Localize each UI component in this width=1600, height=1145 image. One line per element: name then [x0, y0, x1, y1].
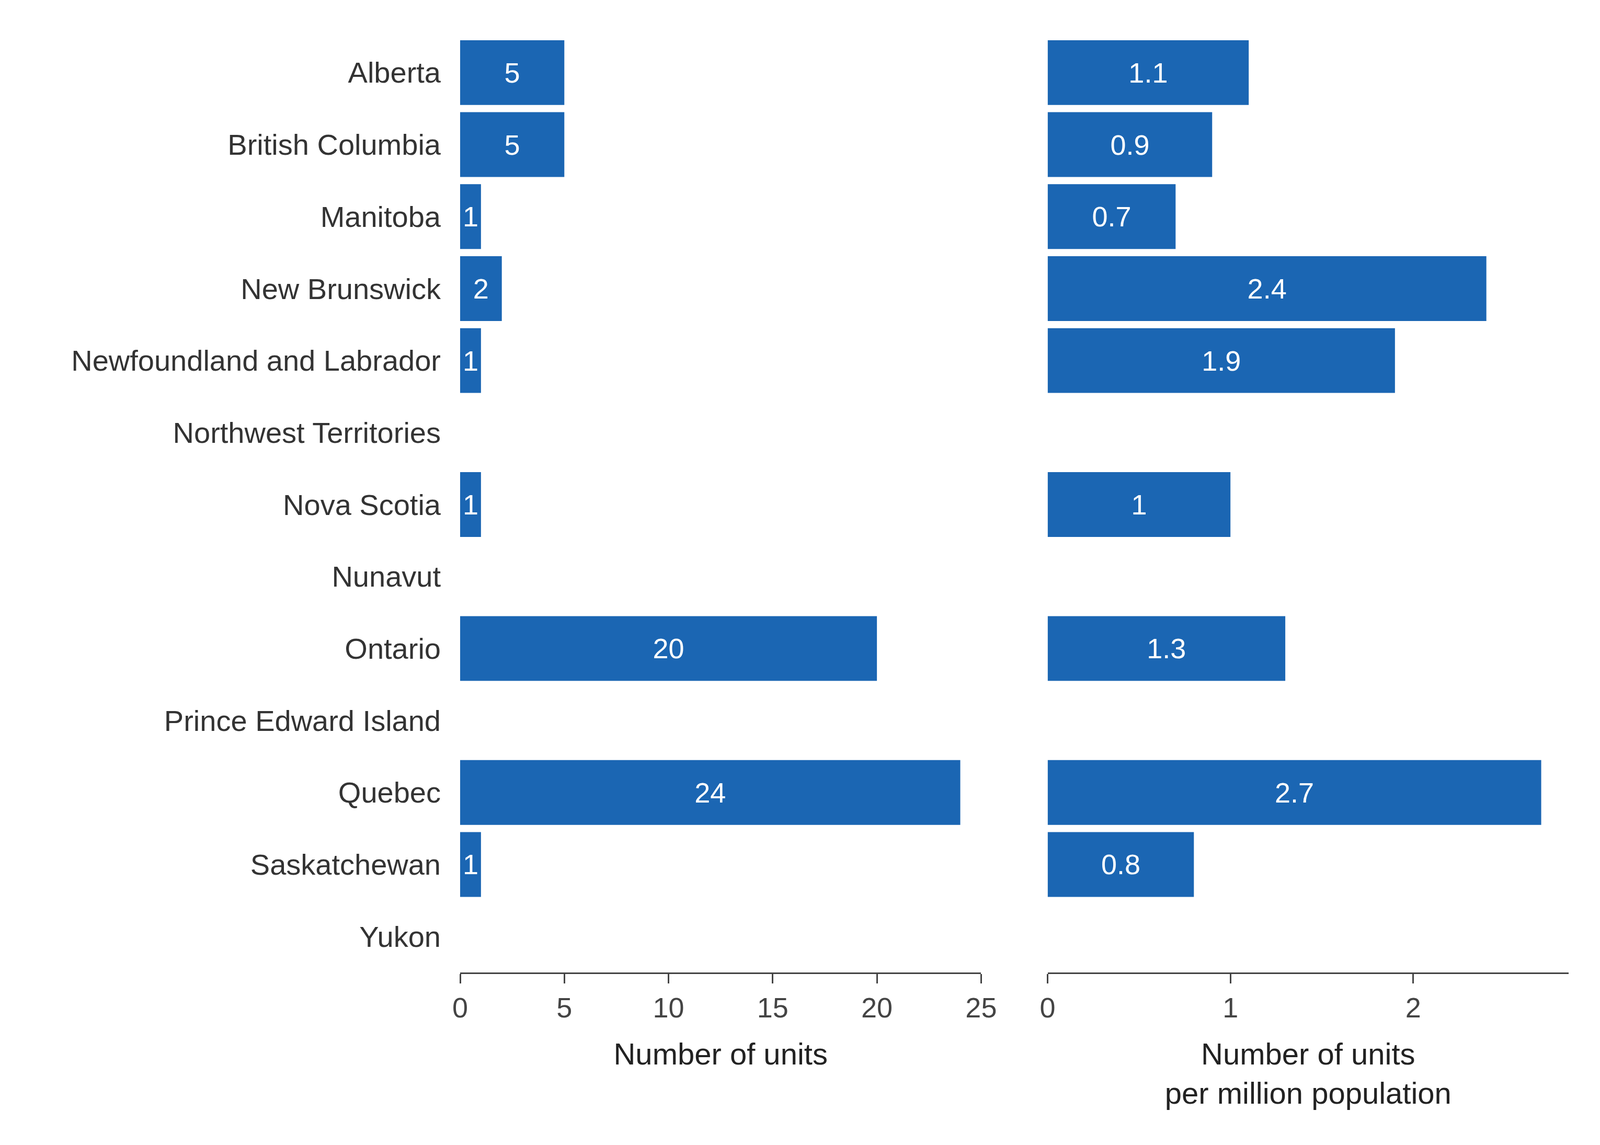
- svg-text:Newfoundland and Labrador: Newfoundland and Labrador: [71, 344, 441, 377]
- svg-text:British Columbia: British Columbia: [227, 128, 442, 162]
- svg-text:0.9: 0.9: [1110, 129, 1150, 161]
- svg-text:Saskatchewan: Saskatchewan: [250, 848, 441, 882]
- svg-text:Alberta: Alberta: [348, 55, 442, 89]
- svg-text:2.4: 2.4: [1247, 272, 1287, 305]
- svg-text:Number of units: Number of units: [613, 1036, 828, 1071]
- svg-text:2: 2: [1405, 991, 1422, 1024]
- svg-text:Nova Scotia: Nova Scotia: [282, 488, 442, 522]
- svg-text:24: 24: [694, 776, 726, 809]
- svg-text:Ontario: Ontario: [344, 632, 441, 666]
- svg-text:10: 10: [653, 991, 685, 1024]
- svg-text:Manitoba: Manitoba: [320, 200, 442, 234]
- svg-text:1: 1: [462, 848, 479, 880]
- svg-text:Number of unitsper million pop: Number of unitsper million population: [1164, 1036, 1452, 1111]
- svg-text:2.7: 2.7: [1274, 776, 1314, 809]
- svg-text:25: 25: [965, 991, 997, 1024]
- svg-text:1: 1: [1222, 991, 1239, 1024]
- svg-text:20: 20: [653, 632, 685, 665]
- svg-text:New Brunswick: New Brunswick: [240, 272, 442, 306]
- svg-text:20: 20: [861, 991, 893, 1024]
- svg-text:0: 0: [452, 991, 468, 1024]
- svg-text:0.7: 0.7: [1091, 200, 1131, 233]
- svg-text:1.1: 1.1: [1128, 56, 1168, 89]
- svg-text:5: 5: [504, 129, 521, 161]
- svg-text:2: 2: [473, 272, 489, 305]
- svg-text:1.9: 1.9: [1201, 345, 1241, 377]
- svg-text:1: 1: [1130, 488, 1147, 521]
- svg-text:Nunavut: Nunavut: [331, 560, 441, 593]
- svg-text:1: 1: [462, 200, 479, 233]
- svg-text:5: 5: [504, 56, 521, 89]
- svg-text:Quebec: Quebec: [338, 775, 441, 809]
- svg-text:Prince Edward Island: Prince Edward Island: [164, 704, 441, 738]
- svg-text:Yukon: Yukon: [359, 920, 441, 954]
- svg-text:1: 1: [462, 345, 479, 377]
- svg-text:5: 5: [556, 991, 573, 1024]
- svg-text:15: 15: [757, 991, 789, 1024]
- svg-text:1.3: 1.3: [1146, 632, 1186, 665]
- svg-text:Northwest Territories: Northwest Territories: [173, 416, 441, 450]
- svg-text:0.8: 0.8: [1101, 848, 1141, 880]
- svg-text:0: 0: [1040, 991, 1056, 1024]
- svg-text:1: 1: [462, 488, 479, 521]
